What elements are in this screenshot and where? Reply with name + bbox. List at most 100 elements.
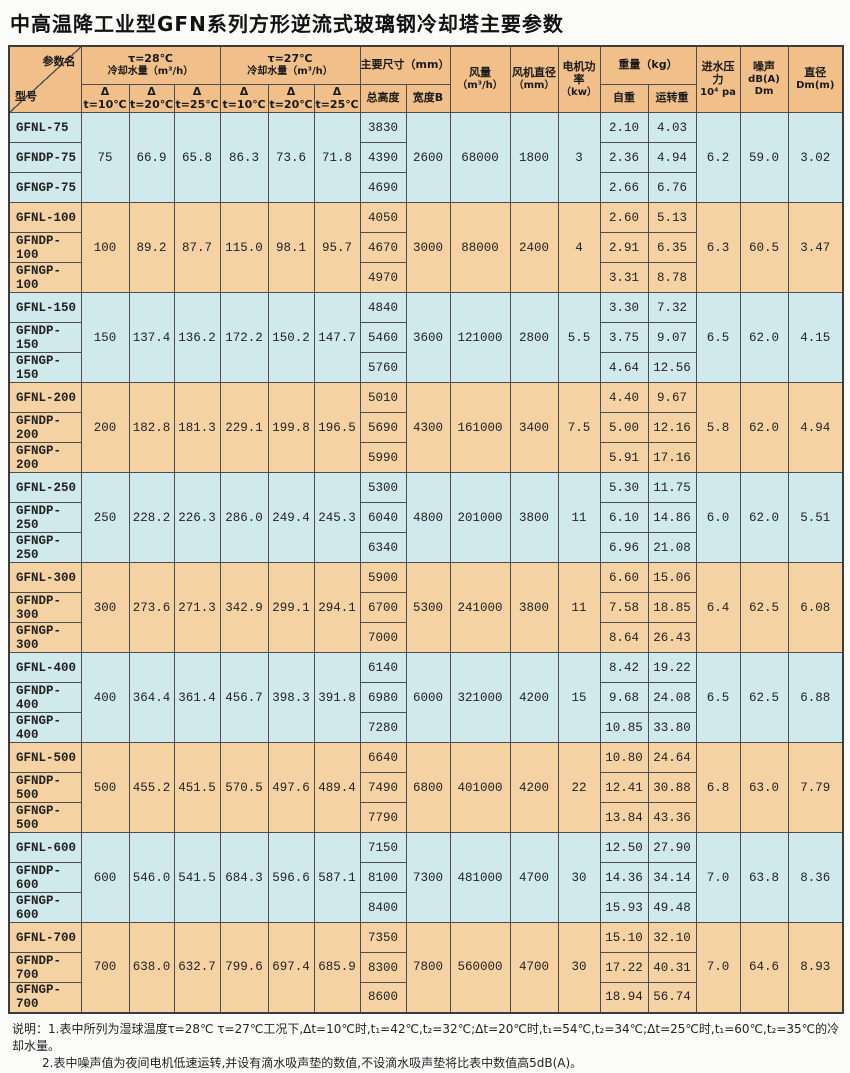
table-row: GFNL-100 100 89.2 87.7 115.0 98.1 95.7 4050 3000… (8, 202, 844, 293)
model-cell: GFNL-150 (8, 292, 82, 323)
height-cell: 5900 (359, 562, 407, 593)
airflow-cell: 121000 (449, 292, 511, 383)
self-weight-cell: 2.66 (599, 172, 649, 203)
model-cell: GFNGP-100 (8, 262, 82, 293)
col-group-dimensions: 主要尺寸（mm） (359, 45, 451, 85)
model-cell: GFNDP-600 (8, 862, 82, 893)
self-weight-cell: 15.93 (599, 892, 649, 923)
height-cell: 4840 (359, 292, 407, 323)
flow27-cell: 245.3 (313, 472, 361, 563)
self-weight-cell: 9.68 (599, 682, 649, 713)
corner-cell: 参数名 型号 (8, 45, 82, 113)
col-running-weight: 运转重 (647, 83, 697, 113)
height-cell: 7150 (359, 832, 407, 863)
self-weight-cell: 6.10 (599, 502, 649, 533)
model-cell: GFNL-600 (8, 832, 82, 863)
height-cell: 6980 (359, 682, 407, 713)
model-cell: GFNL-100 (8, 202, 82, 233)
pressure-cell: 5.8 (695, 382, 741, 473)
flow28-cell: 600 (80, 832, 130, 923)
flow28-subtitle: 冷却水量（m³/h） (107, 65, 194, 77)
motor-power-cell: 4 (557, 202, 601, 293)
fan-diameter-cell: 2800 (509, 292, 559, 383)
model-cell: GFNGP-250 (8, 532, 82, 563)
flow28-cell: 136.2 (173, 292, 221, 383)
flow27-cell: 799.6 (219, 922, 269, 1013)
height-cell: 3830 (359, 112, 407, 143)
self-weight-cell: 5.00 (599, 412, 649, 443)
col-diameter: 直径 Dm(m) (787, 45, 844, 113)
running-weight-cell: 30.88 (647, 772, 697, 803)
height-cell: 7490 (359, 772, 407, 803)
self-weight-cell: 8.64 (599, 622, 649, 653)
flow27-cell: 71.8 (313, 112, 361, 203)
table-row: GFNDP-400 6980 9.68 24.08 (8, 682, 843, 713)
height-cell: 6140 (359, 652, 407, 683)
width-cell: 5300 (405, 562, 451, 653)
self-weight-cell: 8.42 (599, 652, 649, 683)
running-weight-cell: 33.80 (647, 712, 697, 743)
pressure-cell: 6.4 (695, 562, 741, 653)
flow28-cell: 546.0 (128, 832, 175, 923)
diameter-cell: 4.94 (787, 382, 844, 473)
self-weight-cell: 2.60 (599, 202, 649, 233)
table-header: 参数名 型号 τ=28℃ 冷却水量（m³/h） τ=27℃ 冷却水量（m³/h）… (8, 45, 844, 113)
running-weight-cell: 11.75 (647, 472, 697, 503)
height-cell: 4390 (359, 142, 407, 173)
col-total-height: 总高度 (359, 83, 407, 113)
flow28-cell: 361.4 (173, 652, 221, 743)
col-group-flow-tau28: τ=28℃ 冷却水量（m³/h） (80, 45, 221, 85)
running-weight-cell: 18.85 (647, 592, 697, 623)
table-row: GFNL-200 200 182.8 181.3 229.1 199.8 196.5 5010… (8, 382, 844, 473)
model-cell: GFNDP-500 (8, 772, 82, 803)
width-cell: 3000 (405, 202, 451, 293)
spec-table: 参数名 型号 τ=28℃ 冷却水量（m³/h） τ=27℃ 冷却水量（m³/h）… (8, 45, 845, 1014)
flow27-cell: 398.3 (267, 652, 315, 743)
motor-power-cell: 11 (557, 472, 601, 563)
self-weight-cell: 4.64 (599, 352, 649, 383)
noise-cell: 62.0 (739, 382, 789, 473)
corner-label-model: 型号 (15, 90, 37, 104)
height-cell: 4690 (359, 172, 407, 203)
table-row: GFNGP-100 4970 3.31 8.78 (8, 262, 843, 293)
flow27-cell: 229.1 (219, 382, 269, 473)
height-cell: 4970 (359, 262, 407, 293)
col-dt20-tau27: Δ t=20℃ (267, 83, 315, 113)
table-row: GFNDP-75 4390 2.36 4.94 (8, 142, 843, 173)
flow28-cell: 455.2 (128, 742, 175, 833)
col-dt10-tau27: Δ t=10℃ (219, 83, 269, 113)
airflow-cell: 401000 (449, 742, 511, 833)
flow27-cell: 587.1 (313, 832, 361, 923)
flow28-cell: 364.4 (128, 652, 175, 743)
running-weight-cell: 27.90 (647, 832, 697, 863)
diameter-cell: 7.79 (787, 742, 844, 833)
model-cell: GFNL-250 (8, 472, 82, 503)
running-weight-cell: 26.43 (647, 622, 697, 653)
noise-cell: 63.8 (739, 832, 789, 923)
flow27-cell: 98.1 (267, 202, 315, 293)
flow28-cell: 150 (80, 292, 130, 383)
self-weight-cell: 5.91 (599, 442, 649, 473)
model-cell: GFNGP-150 (8, 352, 82, 383)
self-weight-cell: 10.85 (599, 712, 649, 743)
running-weight-cell: 56.74 (647, 982, 697, 1013)
page-title: 中高温降工业型GFN系列方形逆流式玻璃钢冷却塔主要参数 (10, 12, 564, 36)
flow27-subtitle: 冷却水量（m³/h） (247, 65, 333, 77)
weight-title: 重量（kg） (618, 58, 678, 72)
flow28-cell: 137.4 (128, 292, 175, 383)
height-cell: 8300 (359, 952, 407, 983)
flow27-cell: 249.4 (267, 472, 315, 563)
width-cell: 4800 (405, 472, 451, 563)
fan-diameter-cell: 4200 (509, 742, 559, 833)
height-cell: 7350 (359, 922, 407, 953)
height-cell: 7280 (359, 712, 407, 743)
height-cell: 5300 (359, 472, 407, 503)
pressure-cell: 7.0 (695, 832, 741, 923)
running-weight-cell: 24.64 (647, 742, 697, 773)
height-cell: 6700 (359, 592, 407, 623)
self-weight-cell: 2.36 (599, 142, 649, 173)
airflow-cell: 201000 (449, 472, 511, 563)
col-noise: 噪声 dB(A) Dm (739, 45, 789, 113)
model-cell: GFNL-300 (8, 562, 82, 593)
